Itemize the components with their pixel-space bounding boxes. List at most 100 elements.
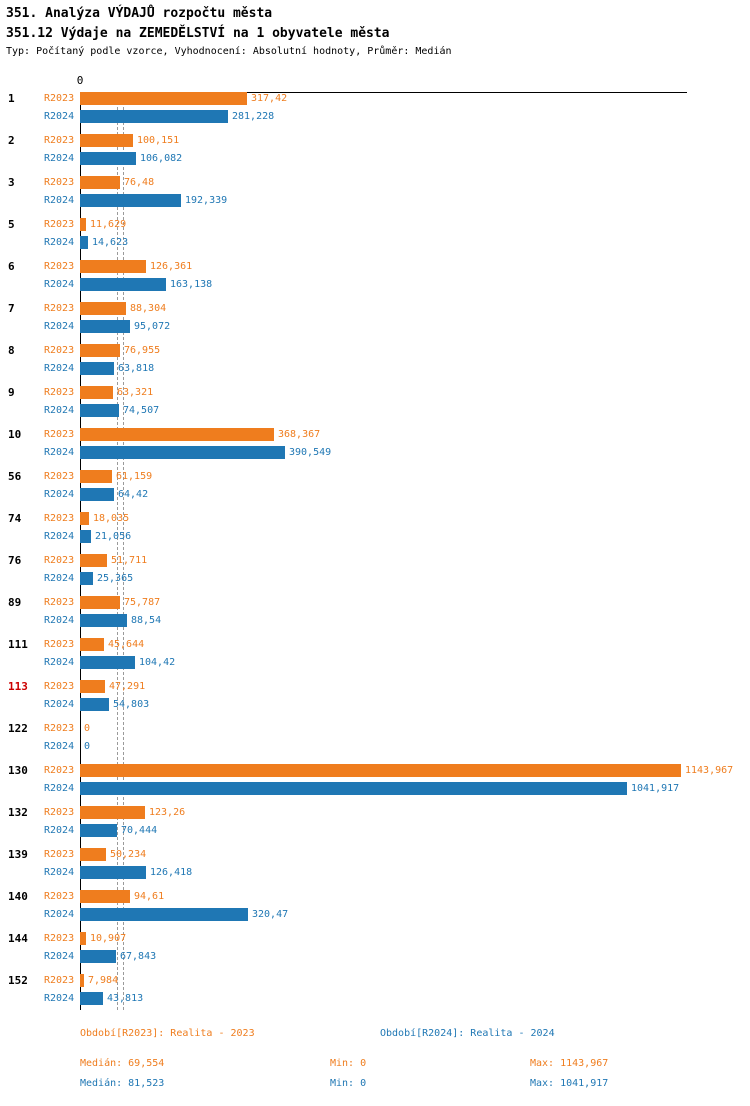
- bar-row: 139 R2023 50,234: [0, 848, 750, 866]
- bar-track: 317,42: [80, 92, 750, 105]
- value-label: 54,803: [113, 699, 150, 710]
- bar-r2023: [80, 176, 120, 189]
- bar-group: 10 R2023 368,367 R2024 390,549: [0, 428, 750, 464]
- bar-group: 6 R2023 126,361 R2024 163,138: [0, 260, 750, 296]
- value-label: 390,549: [289, 447, 332, 458]
- bar-track: 0: [80, 740, 750, 753]
- bar-track: 88,304: [80, 302, 750, 315]
- series-label-r2024: R2024: [44, 741, 75, 752]
- stat-max-r2024: Max: 1041,917: [530, 1078, 609, 1089]
- bar-track: 18,035: [80, 512, 750, 525]
- bar-track: 47,291: [80, 680, 750, 693]
- bar-row: R2024 320,47: [0, 908, 750, 926]
- bar-group: 9 R2023 63,321 R2024 74,507: [0, 386, 750, 422]
- chart-header: 351. Analýza VÝDAJŮ rozpočtu města 351.1…: [0, 0, 750, 60]
- bar-track: 75,787: [80, 596, 750, 609]
- bar-row: R2024 63,818: [0, 362, 750, 380]
- stat-min-r2023: Min: 0: [330, 1058, 367, 1069]
- bar-r2023: [80, 596, 120, 609]
- bar-track: 7,984: [80, 974, 750, 987]
- series-label-r2024: R2024: [44, 909, 75, 920]
- bar-track: 74,507: [80, 404, 750, 417]
- value-label: 11,629: [90, 219, 127, 230]
- bar-track: 76,955: [80, 344, 750, 357]
- value-label: 10,907: [90, 933, 127, 944]
- group-id-label: 56: [8, 470, 22, 483]
- chart-title: 351. Analýza VÝDAJŮ rozpočtu města: [6, 6, 273, 21]
- bar-row: R2024 126,418: [0, 866, 750, 884]
- bar-row: R2024 106,082: [0, 152, 750, 170]
- bar-row: R2024 74,507: [0, 404, 750, 422]
- series-label-r2023: R2023: [44, 387, 75, 398]
- series-label-r2024: R2024: [44, 489, 75, 500]
- value-label: 104,42: [139, 657, 176, 668]
- series-label-r2024: R2024: [44, 531, 75, 542]
- bar-row: 113 R2023 47,291: [0, 680, 750, 698]
- bar-track: 192,339: [80, 194, 750, 207]
- bar-r2023: [80, 638, 104, 651]
- bar-r2023: [80, 386, 113, 399]
- bar-group: 132 R2023 123,26 R2024 70,444: [0, 806, 750, 842]
- group-id-label: 140: [8, 890, 28, 903]
- bar-r2024: [80, 656, 135, 669]
- bar-row: 132 R2023 123,26: [0, 806, 750, 824]
- series-label-r2023: R2023: [44, 135, 75, 146]
- series-label-r2023: R2023: [44, 723, 75, 734]
- bar-row: R2024 88,54: [0, 614, 750, 632]
- bar-r2023: [80, 932, 86, 945]
- series-label-r2024: R2024: [44, 657, 75, 668]
- bar-row: R2024 281,228: [0, 110, 750, 128]
- bar-row: R2024 67,843: [0, 950, 750, 968]
- bar-row: 2 R2023 100,151: [0, 134, 750, 152]
- bar-row: R2024 54,803: [0, 698, 750, 716]
- group-id-label: 1: [8, 92, 15, 105]
- bar-row: 5 R2023 11,629: [0, 218, 750, 236]
- bar-r2024: [80, 110, 228, 123]
- bar-r2024: [80, 446, 285, 459]
- bar-r2023: [80, 512, 89, 525]
- bar-track: 281,228: [80, 110, 750, 123]
- bar-r2023: [80, 974, 84, 987]
- series-label-r2024: R2024: [44, 573, 75, 584]
- value-label: 21,056: [95, 531, 132, 542]
- bar-r2023: [80, 218, 86, 231]
- value-label: 100,151: [137, 135, 180, 146]
- bar-row: 122 R2023 0: [0, 722, 750, 740]
- series-label-r2023: R2023: [44, 93, 75, 104]
- group-id-label: 122: [8, 722, 28, 735]
- bar-track: 104,42: [80, 656, 750, 669]
- bar-r2023: [80, 680, 105, 693]
- bar-group: 74 R2023 18,035 R2024 21,056: [0, 512, 750, 548]
- bar-group: 144 R2023 10,907 R2024 67,843: [0, 932, 750, 968]
- value-label: 123,26: [149, 807, 186, 818]
- bar-r2024: [80, 614, 127, 627]
- value-label: 94,61: [134, 891, 165, 902]
- chart-type-line: Typ: Počítaný podle vzorce, Vyhodnocení:…: [6, 46, 452, 57]
- bar-group: 152 R2023 7,984 R2024 43,813: [0, 974, 750, 1010]
- value-label: 43,813: [107, 993, 144, 1004]
- bar-row: R2024 21,056: [0, 530, 750, 548]
- bar-r2024: [80, 530, 91, 543]
- value-label: 0: [84, 741, 91, 752]
- axis-zero-label: 0: [76, 74, 84, 87]
- series-label-r2024: R2024: [44, 111, 75, 122]
- value-label: 70,444: [121, 825, 158, 836]
- bar-track: 61,159: [80, 470, 750, 483]
- bar-row: 152 R2023 7,984: [0, 974, 750, 992]
- group-id-label: 113: [8, 680, 28, 693]
- bar-row: 3 R2023 76,48: [0, 176, 750, 194]
- bar-track: 25,365: [80, 572, 750, 585]
- bar-row: 7 R2023 88,304: [0, 302, 750, 320]
- value-label: 1143,967: [685, 765, 734, 776]
- series-label-r2023: R2023: [44, 975, 75, 986]
- bar-track: 10,907: [80, 932, 750, 945]
- bar-row: 74 R2023 18,035: [0, 512, 750, 530]
- value-label: 25,365: [97, 573, 134, 584]
- bar-row: R2024 64,42: [0, 488, 750, 506]
- bar-group: 89 R2023 75,787 R2024 88,54: [0, 596, 750, 632]
- series-label-r2024: R2024: [44, 405, 75, 416]
- bar-track: 76,48: [80, 176, 750, 189]
- stat-median-r2024: Medián: 81,523: [80, 1078, 165, 1089]
- bar-r2024: [80, 404, 119, 417]
- bar-r2023: [80, 302, 126, 315]
